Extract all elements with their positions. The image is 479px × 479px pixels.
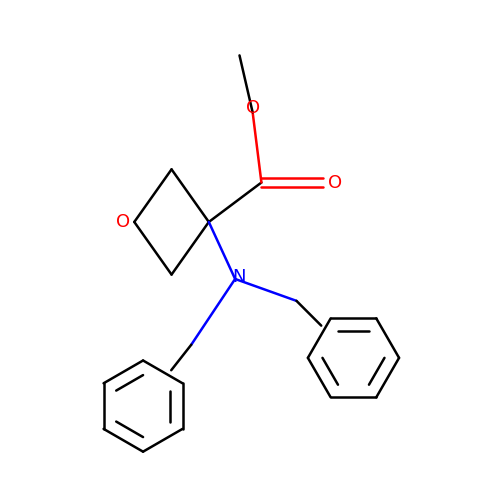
Text: O: O xyxy=(116,213,130,231)
Text: N: N xyxy=(232,268,245,286)
Text: O: O xyxy=(328,173,342,192)
Text: O: O xyxy=(246,99,260,117)
